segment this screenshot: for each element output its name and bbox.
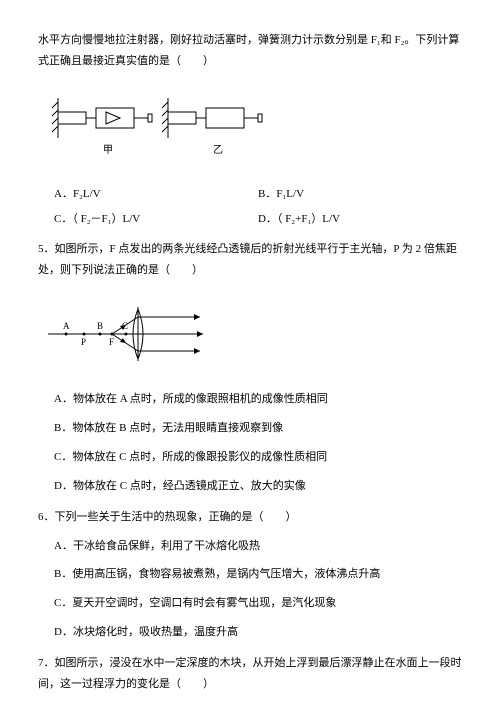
- q5-option-d: D．物体放在 C 点时，经凸透镜成正立、放大的实像: [54, 476, 462, 497]
- q6-stem: 6．下列一些关于生活中的热现象，正确的是（ ） A．干冰给食品保鲜，利用了干冰熔…: [38, 507, 462, 643]
- q5-option-b: B．物体放在 B 点时，无法用眼睛直接观察到像: [54, 418, 462, 439]
- q6-option-a: A．干冰给食品保鲜，利用了干冰熔化吸热: [54, 536, 462, 557]
- q6-option-d: D．冰块熔化时，吸收热量，温度升高: [54, 622, 462, 643]
- q4-options-row2: C．（ F₂－F₁）L/V D．（ F₂+F₁）L/V: [54, 209, 462, 230]
- q6-text: 6．下列一些关于生活中的热现象，正确的是（ ）: [38, 507, 462, 528]
- q6-option-c: C．夏天开空调时，空调口有时会有雾气出现，是汽化现象: [54, 593, 462, 614]
- q5-stem: 5．如图所示，F 点发出的两条光线经凸透镜后的折射光线平行于主光轴，P 为 2 …: [38, 239, 462, 496]
- q4-stem: 水平方向慢慢地拉注射器，刚好拉动活塞时，弹簧测力计示数分别是 F₁和 F₂。下列…: [38, 30, 462, 229]
- label-jia: 甲: [103, 145, 113, 156]
- q4-options-row1: A．F₂L/V B．F₁L/V: [54, 184, 462, 205]
- svg-text:B: B: [97, 321, 103, 331]
- q4-text: 水平方向慢慢地拉注射器，刚好拉动活塞时，弹簧测力计示数分别是 F₁和 F₂。下列…: [38, 30, 462, 72]
- q5-options: A．物体放在 A 点时，所成的像跟照相机的成像性质相同 B．物体放在 B 点时，…: [54, 389, 462, 497]
- q4-option-b: B．F₁L/V: [258, 184, 304, 205]
- label-yi: 乙: [213, 144, 223, 156]
- q4-option-d: D．（ F₂+F₁）L/V: [258, 209, 340, 230]
- q5-option-a: A．物体放在 A 点时，所成的像跟照相机的成像性质相同: [54, 389, 462, 410]
- q6-option-b: B．使用高压锅，食物容易被煮熟，是锅内气压增大，液体沸点升高: [54, 564, 462, 585]
- syringe-diagram-icon: 甲 乙: [48, 90, 268, 160]
- svg-text:P: P: [81, 337, 86, 347]
- q7-stem: 7．如图所示，浸没在水中一定深度的木块，从开始上浮到最后漂浮静止在水面上一段时间…: [38, 653, 462, 695]
- q4-option-a: A．F₂L/V: [54, 184, 258, 205]
- q5-option-c: C．物体放在 C 点时，所成的像跟投影仪的成像性质相同: [54, 447, 462, 468]
- q5-figure: A P B F C: [48, 299, 208, 377]
- svg-text:A: A: [63, 321, 70, 331]
- q7-text: 7．如图所示，浸没在水中一定深度的木块，从开始上浮到最后漂浮静止在水面上一段时间…: [38, 653, 462, 695]
- q5-text: 5．如图所示，F 点发出的两条光线经凸透镜后的折射光线平行于主光轴，P 为 2 …: [38, 239, 462, 281]
- q4-figure: 甲 乙: [48, 90, 268, 168]
- svg-text:F: F: [109, 337, 114, 347]
- lens-diagram-icon: A P B F C: [48, 299, 208, 369]
- q4-option-c: C．（ F₂－F₁）L/V: [54, 209, 258, 230]
- q6-options: A．干冰给食品保鲜，利用了干冰熔化吸热 B．使用高压锅，食物容易被煮熟，是锅内气…: [54, 536, 462, 644]
